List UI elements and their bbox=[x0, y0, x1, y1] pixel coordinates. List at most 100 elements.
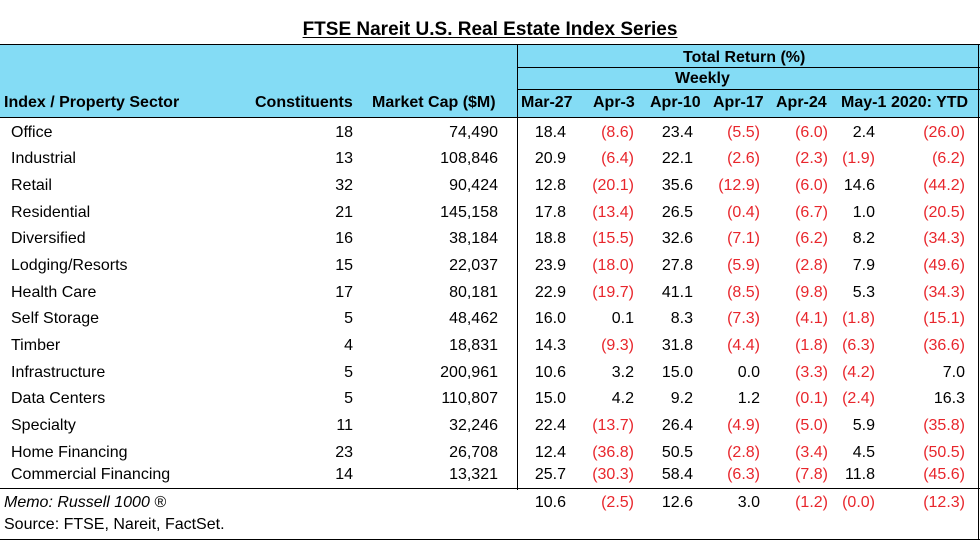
weekly-return-cell: (9.8) bbox=[795, 284, 828, 301]
weekly-return-cell: (9.3) bbox=[601, 337, 634, 354]
weekly-return-cell: 11.8 bbox=[845, 466, 875, 483]
weekly-return-cell: (1.9) bbox=[842, 150, 875, 167]
weekly-return-cell: (19.7) bbox=[592, 284, 634, 301]
weekly-return-cell: 4.2 bbox=[611, 390, 634, 407]
memo-top-rule bbox=[0, 488, 980, 489]
sector-name: Health Care bbox=[11, 284, 97, 301]
weekly-return-cell: 12.8 bbox=[534, 177, 566, 194]
constituents-cell: 21 bbox=[335, 204, 353, 221]
weekly-return-cell: (6.3) bbox=[727, 466, 760, 483]
col-header-ytd: 2020: YTD bbox=[891, 94, 969, 111]
weekly-return-cell: 25.7 bbox=[534, 466, 566, 483]
sector-name: Residential bbox=[11, 204, 91, 221]
weekly-return-cell: (0.1) bbox=[795, 390, 828, 407]
sector-name: Timber bbox=[11, 337, 61, 354]
memo-week-1: 10.6 bbox=[534, 494, 566, 511]
weekly-return-cell: (4.1) bbox=[795, 310, 828, 327]
sector-name: Retail bbox=[11, 177, 52, 194]
weekly-return-cell: 14.3 bbox=[534, 337, 566, 354]
weekly-return-cell: 3.2 bbox=[611, 364, 634, 381]
sector-name: Lodging/Resorts bbox=[11, 257, 128, 274]
weekly-return-cell: (3.4) bbox=[795, 444, 828, 461]
weekly-return-cell: (6.3) bbox=[842, 337, 875, 354]
table-title: FTSE Nareit U.S. Real Estate Index Serie… bbox=[302, 19, 678, 40]
weekly-return-cell: 32.6 bbox=[661, 230, 693, 247]
weekly-return-cell: (5.5) bbox=[727, 124, 760, 141]
weekly-underline bbox=[517, 89, 980, 90]
weekly-return-cell: 12.4 bbox=[534, 444, 566, 461]
title-area: FTSE Nareit U.S. Real Estate Index Serie… bbox=[0, 0, 980, 44]
weekly-return-cell: 23.4 bbox=[661, 124, 693, 141]
weekly-return-cell: 8.3 bbox=[670, 310, 693, 327]
market-cap-cell: 200,961 bbox=[440, 364, 498, 381]
col-header-market-cap: Market Cap ($M) bbox=[372, 94, 496, 111]
ytd-return-cell: (35.8) bbox=[923, 417, 965, 434]
weekly-return-cell: 0.0 bbox=[737, 364, 760, 381]
weekly-return-cell: (12.9) bbox=[718, 177, 760, 194]
table-row: Timber 4 18,831 14.3 (9.3) 31.8 (4.4) (1.8) (6.3… bbox=[0, 333, 980, 359]
constituents-cell: 14 bbox=[335, 466, 353, 483]
weekly-label: Weekly bbox=[675, 70, 730, 87]
market-cap-cell: 74,490 bbox=[449, 124, 498, 141]
sector-name: Infrastructure bbox=[11, 364, 106, 381]
source-note: Source: FTSE, Nareit, FactSet. bbox=[4, 516, 225, 533]
weekly-return-cell: (2.4) bbox=[842, 390, 875, 407]
market-cap-cell: 108,846 bbox=[440, 150, 498, 167]
constituents-cell: 16 bbox=[335, 230, 353, 247]
constituents-cell: 15 bbox=[335, 257, 353, 274]
weekly-return-cell: (20.1) bbox=[592, 177, 634, 194]
sector-name: Specialty bbox=[11, 417, 76, 434]
ytd-return-cell: 7.0 bbox=[942, 364, 965, 381]
memo-row: Memo: Russell 1000 ® 10.6 (2.5) 12.6 3.0… bbox=[0, 490, 980, 516]
table-row: Self Storage 5 48,462 16.0 0.1 8.3 (7.3) (4.1) (… bbox=[0, 306, 980, 332]
weekly-return-cell: (2.3) bbox=[795, 150, 828, 167]
memo-week-6: (0.0) bbox=[842, 494, 875, 511]
sector-name: Data Centers bbox=[11, 390, 106, 407]
table-row: Industrial 13 108,846 20.9 (6.4) 22.1 (2.6) (2.… bbox=[0, 146, 980, 172]
weekly-return-cell: (13.4) bbox=[592, 204, 634, 221]
sector-name: Industrial bbox=[11, 150, 76, 167]
market-cap-cell: 80,181 bbox=[449, 284, 498, 301]
weekly-return-cell: 8.2 bbox=[852, 230, 875, 247]
ytd-return-cell: (49.6) bbox=[923, 257, 965, 274]
table-row: Home Financing 23 26,708 12.4 (36.8) 50.5 (2.8… bbox=[0, 440, 980, 466]
sector-name: Diversified bbox=[11, 230, 86, 247]
total-return-label: Total Return (%) bbox=[683, 49, 806, 66]
market-cap-cell: 90,424 bbox=[449, 177, 498, 194]
market-cap-cell: 13,321 bbox=[449, 466, 498, 483]
weekly-return-cell: 1.0 bbox=[852, 204, 875, 221]
weekly-return-cell: (0.4) bbox=[727, 204, 760, 221]
right-border bbox=[978, 44, 979, 540]
col-header-week-2: Apr-3 bbox=[593, 94, 635, 111]
ytd-return-cell: (50.5) bbox=[923, 444, 965, 461]
weekly-return-cell: 17.8 bbox=[534, 204, 566, 221]
weekly-return-cell: (5.9) bbox=[727, 257, 760, 274]
weekly-return-cell: 41.1 bbox=[661, 284, 693, 301]
memo-label: Memo: Russell 1000 ® bbox=[4, 494, 167, 511]
sector-name: Self Storage bbox=[11, 310, 100, 327]
table-header: Total Return (%) Weekly Index / Property… bbox=[0, 44, 980, 118]
market-cap-cell: 38,184 bbox=[449, 230, 498, 247]
weekly-return-cell: 5.9 bbox=[852, 417, 875, 434]
weekly-return-cell: 7.9 bbox=[852, 257, 875, 274]
ytd-return-cell: (26.0) bbox=[923, 124, 965, 141]
constituents-cell: 5 bbox=[344, 390, 353, 407]
weekly-return-cell: 27.8 bbox=[661, 257, 693, 274]
weekly-return-cell: (6.2) bbox=[795, 230, 828, 247]
weekly-return-cell: (7.8) bbox=[795, 466, 828, 483]
market-cap-cell: 48,462 bbox=[449, 310, 498, 327]
weekly-return-cell: 22.9 bbox=[534, 284, 566, 301]
col-header-week-6: May-1 bbox=[841, 94, 887, 111]
sector-name: Office bbox=[11, 124, 53, 141]
ytd-return-cell: (34.3) bbox=[923, 284, 965, 301]
weekly-return-cell: (7.3) bbox=[727, 310, 760, 327]
weekly-return-cell: 20.9 bbox=[534, 150, 566, 167]
constituents-cell: 13 bbox=[335, 150, 353, 167]
weekly-return-cell: 14.6 bbox=[843, 177, 875, 194]
market-cap-cell: 22,037 bbox=[449, 257, 498, 274]
weekly-return-cell: (1.8) bbox=[795, 337, 828, 354]
weekly-return-cell: 9.2 bbox=[670, 390, 693, 407]
total-return-underline bbox=[517, 67, 980, 68]
weekly-return-cell: 50.5 bbox=[661, 444, 693, 461]
col-header-sector: Index / Property Sector bbox=[4, 94, 180, 111]
